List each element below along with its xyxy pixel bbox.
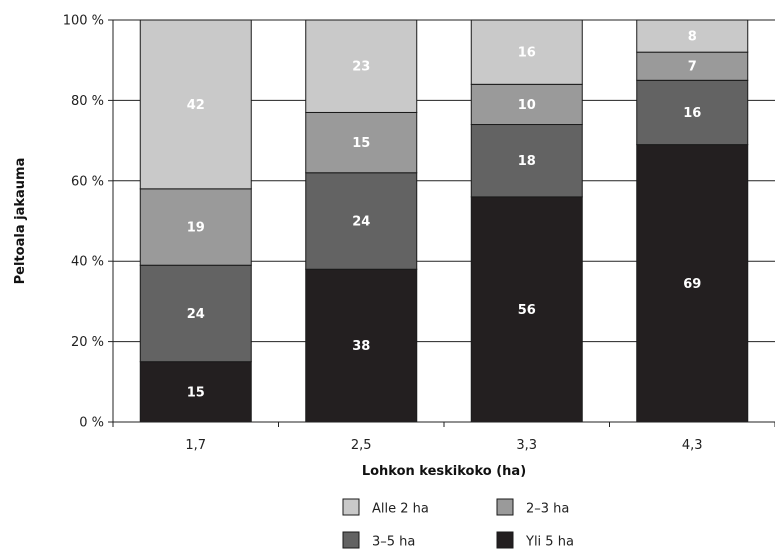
legend: Alle 2 ha 2–3 ha 3–5 ha Yli 5 ha [342, 498, 574, 550]
legend-label: Yli 5 ha [525, 535, 574, 550]
bar-segment [139, 19, 252, 190]
axes: 0 % 20 % 40 % 60 % 80 % 100 % 1,7 2,5 3,3 4,3 [63, 14, 775, 453]
bar-segment [636, 51, 749, 81]
x-axis-title: Lohkon keskikoko (ha) [362, 464, 526, 479]
bar-segment [636, 144, 749, 423]
bar-value-label: 18 [518, 154, 536, 169]
bar-value-label: 16 [518, 46, 536, 61]
bar-segment [636, 79, 749, 146]
bar-segment [470, 124, 583, 198]
legend-swatch [342, 498, 360, 516]
legend-label: 3–5 ha [372, 535, 415, 550]
y-tick-label: 80 % [71, 94, 104, 109]
bar-value-label: 15 [352, 136, 370, 151]
bar-value-label: 56 [518, 303, 536, 318]
bar-segment [139, 264, 252, 363]
bar-value-label: 24 [352, 215, 370, 230]
bar-segment [636, 19, 749, 53]
bar-segment [470, 196, 583, 423]
bar-value-label: 69 [683, 277, 701, 292]
y-tick-label: 60 % [71, 174, 104, 189]
y-tick-label: 0 % [79, 416, 104, 431]
legend-label: 2–3 ha [526, 502, 569, 517]
bars: 15 24 19 42 38 24 15 23 56 18 10 16 69 16 7 8 [139, 19, 749, 423]
bar-segment [305, 19, 418, 113]
bar-value-label: 7 [688, 60, 697, 75]
bar-value-label: 16 [683, 106, 701, 121]
legend-swatch [496, 531, 514, 549]
bar-value-label: 23 [352, 60, 370, 75]
bar-value-label: 42 [187, 98, 205, 113]
bar-value-label: 38 [352, 339, 370, 354]
bar-value-label: 19 [187, 221, 205, 236]
bar-segment [305, 111, 418, 174]
x-tick-label: 4,3 [682, 438, 703, 453]
y-axis-title: Peltoala jakauma [13, 158, 28, 285]
x-tick-label: 3,3 [516, 438, 537, 453]
bar-value-label: 15 [187, 385, 205, 400]
bar-value-label: 24 [187, 307, 205, 322]
x-tick-label: 2,5 [351, 438, 372, 453]
legend-label: Alle 2 ha [372, 502, 429, 517]
bar-value-label: 8 [688, 30, 697, 45]
y-tick-label: 40 % [71, 255, 104, 270]
bar-segment [470, 83, 583, 126]
y-tick-label: 100 % [63, 14, 104, 29]
bar-segment [139, 361, 252, 423]
bar-value-label: 10 [518, 98, 536, 113]
bar-segment [470, 19, 583, 85]
legend-swatch [342, 531, 360, 549]
x-tick-label: 1,7 [185, 438, 206, 453]
legend-swatch [496, 498, 514, 516]
y-tick-label: 20 % [71, 335, 104, 350]
